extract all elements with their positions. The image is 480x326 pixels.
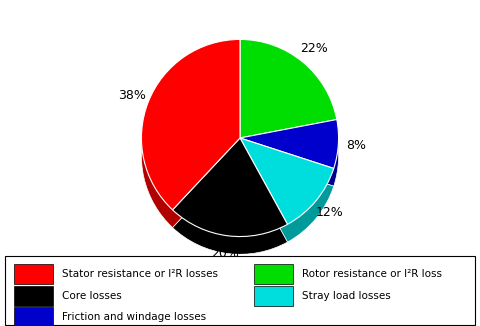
- FancyBboxPatch shape: [14, 264, 53, 284]
- Wedge shape: [240, 57, 337, 156]
- Wedge shape: [240, 156, 334, 242]
- Text: 38%: 38%: [118, 89, 146, 102]
- Text: 22%: 22%: [300, 42, 328, 55]
- Wedge shape: [240, 138, 334, 224]
- Wedge shape: [172, 138, 288, 237]
- FancyBboxPatch shape: [14, 286, 53, 306]
- Text: 8%: 8%: [346, 139, 366, 152]
- Wedge shape: [172, 156, 288, 254]
- Text: Stator resistance or I²R losses: Stator resistance or I²R losses: [62, 269, 218, 279]
- Wedge shape: [240, 137, 338, 186]
- Text: Core losses: Core losses: [62, 291, 122, 301]
- Wedge shape: [142, 57, 240, 228]
- Wedge shape: [240, 39, 337, 138]
- Text: 20%: 20%: [212, 247, 240, 260]
- FancyBboxPatch shape: [14, 307, 53, 326]
- Text: Friction and windage losses: Friction and windage losses: [62, 312, 206, 322]
- Wedge shape: [240, 120, 338, 169]
- Text: Rotor resistance or I²R loss: Rotor resistance or I²R loss: [302, 269, 443, 279]
- FancyBboxPatch shape: [254, 286, 293, 306]
- FancyBboxPatch shape: [254, 264, 293, 284]
- Wedge shape: [142, 39, 240, 210]
- Text: Stray load losses: Stray load losses: [302, 291, 391, 301]
- Text: 12%: 12%: [316, 206, 344, 219]
